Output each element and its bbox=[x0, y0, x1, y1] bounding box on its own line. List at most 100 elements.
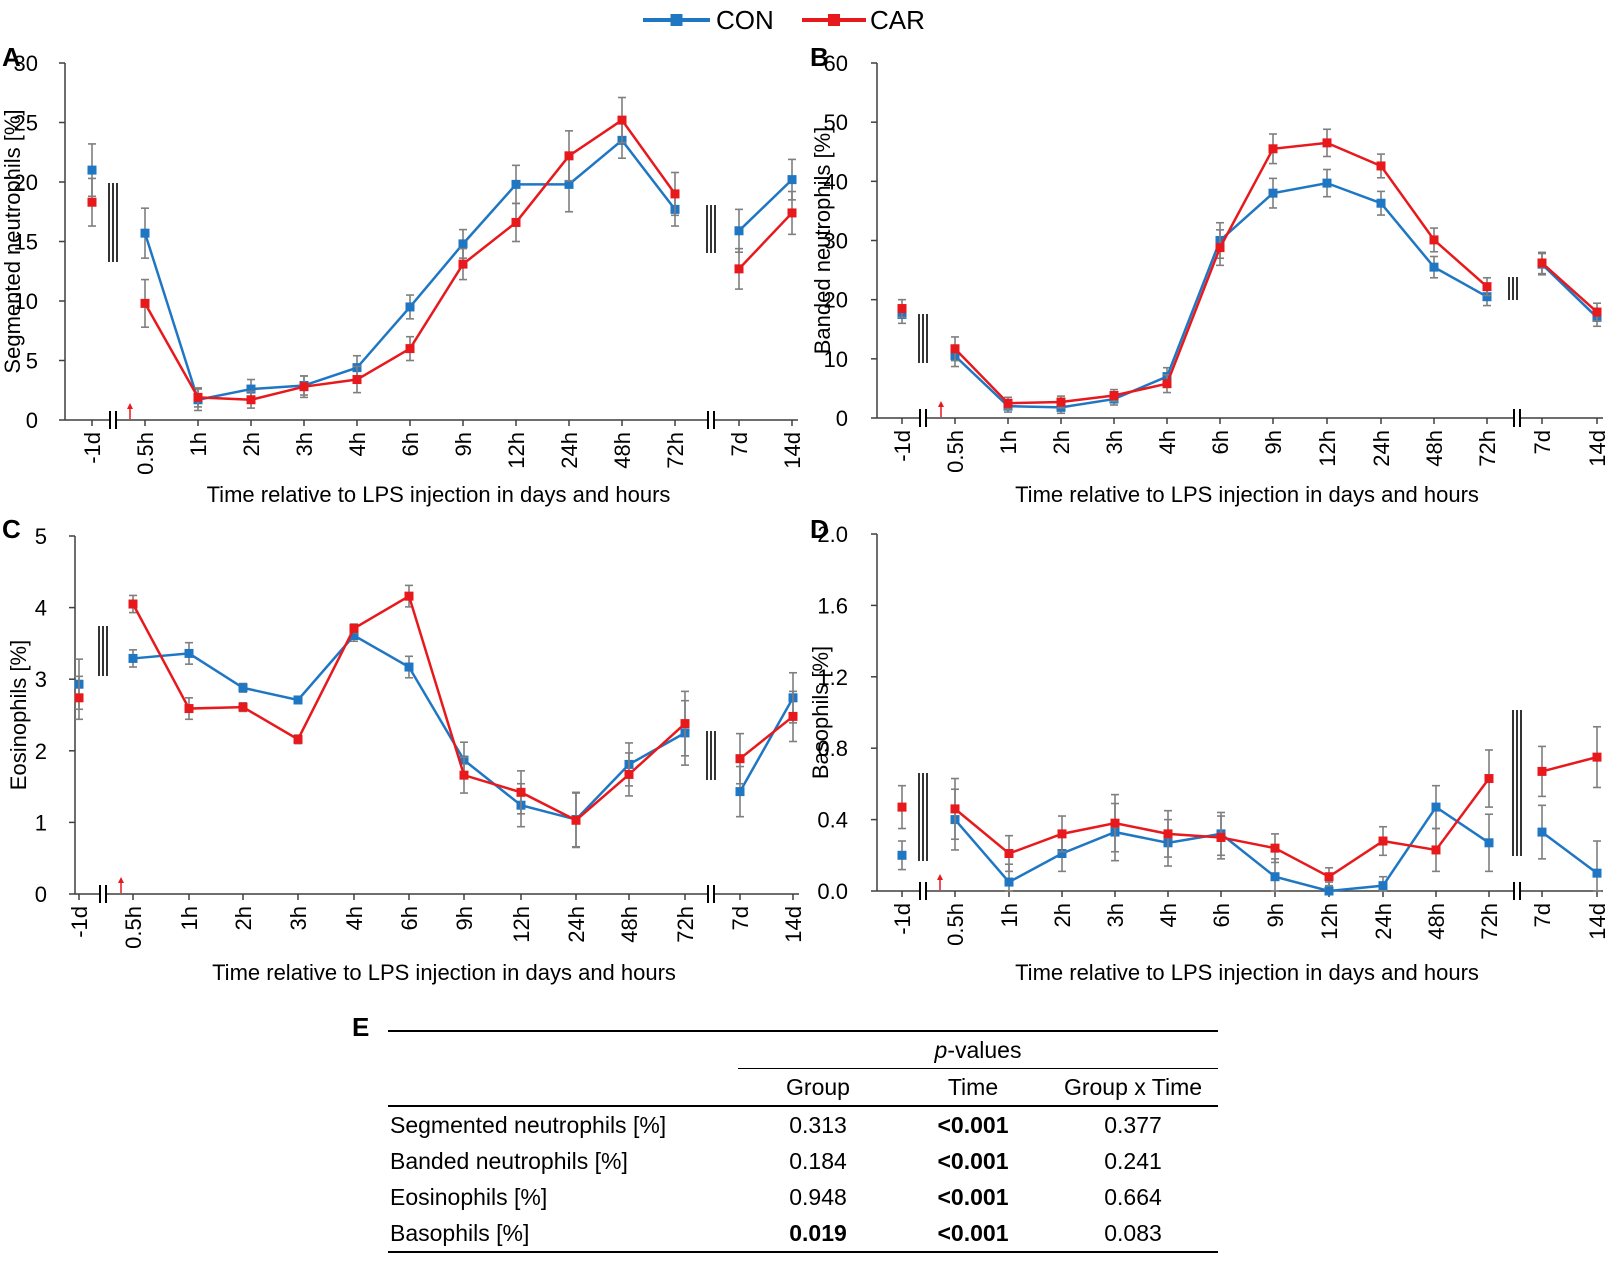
data-point-con bbox=[1004, 877, 1014, 887]
col-header-group-x-time: Group x Time bbox=[1063, 1073, 1203, 1100]
x-tick-label: 0.5h bbox=[943, 903, 968, 946]
data-point-car bbox=[246, 395, 256, 405]
data-point-con bbox=[787, 175, 797, 185]
panel-d: D 0.0 0.4 0.8 1.2 1.6 2.0 -1d 0.5h 1h 2h 3h 4h 6h 9h 12… bbox=[808, 514, 1608, 985]
panel-a: A 0 5 10 15 20 25 30 -1d 0.5h 1h 2h 3h 4h 6h 9h 12h 24h 48… bbox=[0, 42, 805, 507]
row-label: Basophils [%] bbox=[390, 1219, 530, 1246]
data-point-car bbox=[1215, 243, 1225, 253]
data-point-con bbox=[128, 653, 138, 663]
x-tick-label: 14d bbox=[1585, 903, 1608, 940]
x-axis-title: Time relative to LPS injection in days a… bbox=[1015, 482, 1479, 507]
series-car bbox=[74, 584, 798, 849]
data-point-con bbox=[458, 239, 468, 249]
x-tick-label: 2h bbox=[239, 432, 264, 456]
y-tick-label: 3 bbox=[35, 667, 47, 692]
x-tick-label: 6h bbox=[1209, 903, 1234, 927]
data-point-car bbox=[1270, 843, 1280, 853]
data-point-car bbox=[458, 259, 468, 269]
data-point-car bbox=[1592, 752, 1602, 762]
series-line-con bbox=[1541, 831, 1598, 875]
data-point-con bbox=[1378, 881, 1388, 891]
series-line-car bbox=[954, 777, 1491, 879]
y-tick-label: 0.0 bbox=[817, 879, 848, 904]
axis-break-gap bbox=[1513, 410, 1521, 426]
axis-break-gap bbox=[1513, 883, 1521, 899]
x-tick-label: 9h bbox=[452, 906, 477, 930]
data-point-con bbox=[1482, 292, 1492, 302]
y-tick-label: 60 bbox=[824, 51, 848, 76]
table-row: Segmented neutrophils [%] 0.313 <0.001 0… bbox=[388, 1106, 1218, 1143]
x-tick-label: 3h bbox=[1103, 903, 1128, 927]
cell-time: <0.001 bbox=[937, 1147, 1009, 1174]
data-point-con bbox=[897, 850, 907, 860]
table-super-header-row: p-values bbox=[388, 1031, 1218, 1069]
cell-time: <0.001 bbox=[937, 1111, 1009, 1138]
x-tick-label: 24h bbox=[1371, 903, 1396, 940]
data-point-car bbox=[299, 382, 309, 392]
panel-c: C 0 1 2 3 4 5 -1d 0.5h 1h 2h 3h 4h 6h 9h 12h 24h 48h 72h 7d… bbox=[2, 514, 806, 985]
series-line-con bbox=[738, 178, 793, 232]
data-point-car bbox=[787, 208, 797, 218]
y-tick-label: 20 bbox=[824, 288, 848, 313]
y-tick-label: 40 bbox=[824, 169, 848, 194]
y-tick-label: 0.8 bbox=[817, 736, 848, 761]
x-tick-label: 1h bbox=[996, 430, 1021, 454]
cell-group: 0.313 bbox=[789, 1111, 847, 1138]
x-tick-label: -1d bbox=[67, 906, 92, 938]
series-line-con bbox=[1541, 263, 1598, 319]
data-point-con bbox=[1268, 188, 1278, 198]
series-line-car bbox=[738, 212, 793, 270]
x-tick-label: 4h bbox=[1156, 903, 1181, 927]
data-point-con bbox=[140, 228, 150, 238]
y-tick-label: 0.4 bbox=[817, 808, 848, 833]
legend-label-car: CAR bbox=[870, 5, 925, 35]
series-line-car bbox=[954, 141, 1488, 405]
data-point-car bbox=[87, 197, 97, 207]
data-point-car bbox=[1324, 872, 1334, 882]
series-line-con bbox=[738, 697, 795, 793]
data-point-car bbox=[788, 711, 798, 721]
table-row: Banded neutrophils [%] 0.184 <0.001 0.24… bbox=[388, 1143, 1218, 1179]
lps-arrow-head bbox=[938, 401, 944, 407]
x-tick-label: 9h bbox=[1263, 903, 1288, 927]
col-header-group: Group bbox=[786, 1073, 850, 1100]
data-point-car bbox=[1322, 138, 1332, 148]
data-point-con bbox=[1592, 868, 1602, 878]
y-tick-label: 30 bbox=[14, 51, 38, 76]
y-tick-label: 0 bbox=[35, 882, 47, 907]
data-point-car bbox=[734, 264, 744, 274]
data-point-car bbox=[1537, 766, 1547, 776]
data-point-con bbox=[293, 695, 303, 705]
x-tick-label: 12h bbox=[1317, 903, 1342, 940]
y-tick-label: 4 bbox=[35, 596, 47, 621]
data-point-con bbox=[87, 165, 97, 175]
x-tick-label: 4h bbox=[345, 432, 370, 456]
axis-break-gap bbox=[99, 886, 107, 902]
data-point-car bbox=[459, 770, 469, 780]
x-tick-label: 1h bbox=[997, 903, 1022, 927]
x-tick-label: 3h bbox=[1102, 430, 1127, 454]
series-con bbox=[87, 121, 797, 412]
x-tick-label: 48h bbox=[1422, 430, 1447, 467]
y-tick-label: 2 bbox=[35, 739, 47, 764]
y-tick-label: 5 bbox=[35, 524, 47, 549]
data-point-car bbox=[238, 702, 248, 712]
x-tick-label: 6h bbox=[1208, 430, 1233, 454]
data-point-car bbox=[680, 719, 690, 729]
data-point-car bbox=[352, 375, 362, 385]
data-point-car bbox=[1003, 398, 1013, 408]
data-point-con bbox=[735, 787, 745, 797]
data-point-car bbox=[1429, 235, 1439, 245]
lps-arrow-head bbox=[118, 877, 124, 883]
y-axis-title: Basophils [%] bbox=[808, 646, 833, 779]
x-tick-label: 72h bbox=[663, 432, 688, 469]
y-tick-label: 5 bbox=[26, 349, 38, 374]
data-point-car bbox=[1376, 161, 1386, 171]
x-tick-label: 7d bbox=[1530, 903, 1555, 927]
panel-letter-c: C bbox=[2, 514, 21, 544]
data-point-car bbox=[1162, 379, 1172, 389]
cell-group: 0.948 bbox=[789, 1183, 847, 1210]
panel-b: B 0 10 20 30 40 50 60 -1d 0.5h 1h 2h 3h 4h 6h 9h 12h 24h 4… bbox=[810, 42, 1608, 507]
x-tick-label: 24h bbox=[557, 432, 582, 469]
series-car bbox=[87, 96, 797, 409]
